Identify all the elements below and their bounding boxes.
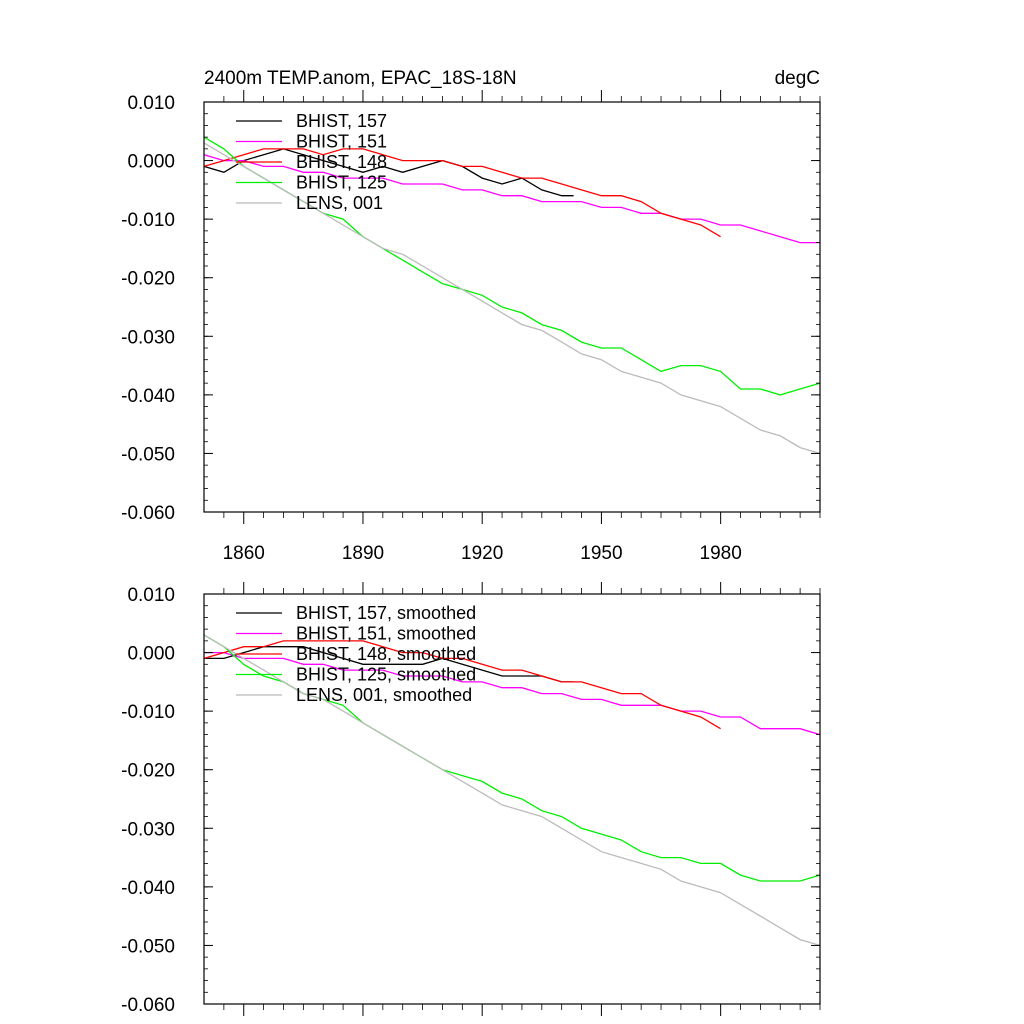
y-tick-label: -0.050 (121, 444, 175, 465)
y-tick-label: -0.030 (121, 327, 175, 348)
legend-label: LENS, 001 (296, 193, 383, 213)
y-tick-label: -0.030 (121, 819, 175, 840)
legend-label: BHIST, 148, smoothed (296, 644, 476, 664)
legend-label: BHIST, 125 (296, 173, 387, 193)
series-line (203, 640, 721, 730)
legend-label: BHIST, 151, smoothed (296, 624, 476, 644)
y-tick-label: -0.010 (121, 210, 175, 231)
series-line (204, 646, 574, 683)
series-line (204, 651, 821, 736)
series-line (203, 142, 821, 455)
series-group (203, 136, 821, 455)
series-line (203, 148, 721, 238)
y-tick-label: 0.000 (127, 152, 175, 173)
legend-label: BHIST, 148 (296, 152, 387, 172)
series-line (203, 148, 574, 197)
x-tick-label: 1980 (700, 543, 742, 564)
legend-label: BHIST, 151 (296, 132, 387, 152)
series-line (203, 634, 821, 947)
top-panel: 2400m TEMP.anom, EPAC_18S-18N degC 0.010… (121, 68, 821, 564)
y-tick-label: -0.020 (121, 269, 175, 290)
y-tick-label: -0.060 (121, 503, 175, 524)
series-group (203, 634, 821, 947)
x-tick-label: 1920 (461, 543, 503, 564)
y-tick-label: -0.050 (121, 936, 175, 957)
y-tick-label: -0.040 (121, 878, 175, 899)
legend-label: LENS, 001, smoothed (296, 685, 472, 705)
y-tick-label: -0.040 (121, 386, 175, 407)
x-tick-label: 1890 (342, 543, 384, 564)
y-tick-label: -0.020 (121, 761, 175, 782)
legend-label: BHIST, 125, smoothed (296, 665, 476, 685)
x-tick-label: 1860 (223, 543, 265, 564)
y-tick-label: 0.010 (127, 93, 175, 114)
units-label: degC (775, 68, 820, 89)
chart-title: 2400m TEMP.anom, EPAC_18S-18N (204, 68, 517, 89)
y-tick-label: 0.010 (127, 585, 175, 606)
plot-frame (203, 101, 821, 513)
x-tick-label: 1950 (580, 543, 622, 564)
y-tick-label: -0.010 (121, 702, 175, 723)
y-tick-label: -0.060 (121, 995, 175, 1016)
y-tick-label: 0.000 (127, 644, 175, 665)
legend-label: BHIST, 157 (296, 111, 387, 131)
plot-frame (203, 593, 821, 1005)
bottom-panel: 0.010 0.000 -0.010 -0.020 -0.030 -0.040 -0.050… (121, 582, 821, 1016)
legend-label: BHIST, 157, smoothed (296, 603, 476, 623)
series-line (203, 154, 820, 244)
